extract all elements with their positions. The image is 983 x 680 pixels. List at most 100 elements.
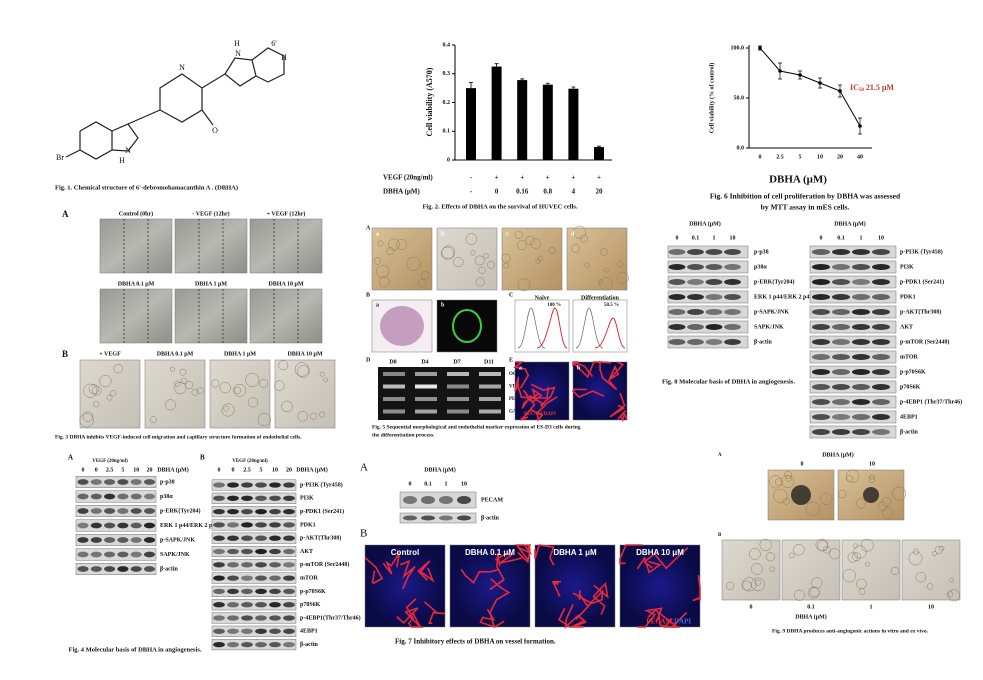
cell — [865, 561, 870, 567]
cell — [931, 551, 937, 557]
cell — [221, 403, 235, 417]
blot-strip — [211, 599, 297, 611]
gel-band — [383, 397, 405, 401]
cell — [584, 262, 590, 268]
vessel — [573, 361, 594, 378]
band — [724, 264, 741, 270]
histogram-sample — [594, 317, 626, 349]
band — [421, 515, 435, 521]
cell — [805, 501, 821, 516]
band — [143, 537, 156, 543]
atom-label: 6' — [271, 39, 277, 48]
band — [77, 566, 89, 572]
cell — [853, 543, 859, 549]
lane-label: 0.1 — [837, 235, 845, 241]
histogram-ctrl — [575, 307, 604, 349]
image-label: + VEGF (12hr) — [267, 210, 306, 217]
band — [213, 482, 225, 488]
cell — [465, 233, 478, 245]
vessel — [405, 598, 424, 628]
cell — [514, 230, 523, 239]
row-label: p-PI3K (Tyr458) — [900, 248, 943, 255]
cell — [501, 253, 511, 263]
panel-label: A — [718, 453, 722, 458]
vessel — [558, 607, 587, 628]
panel-label: A — [68, 454, 73, 462]
caption: Fig. 9 DBHA produces anti-angiogenic act… — [772, 628, 929, 634]
y-tick-label: 0 — [447, 157, 450, 163]
row-label: β-actin — [160, 566, 178, 572]
band — [130, 566, 142, 572]
band — [668, 264, 686, 270]
row-label: SAPK/JNK — [754, 324, 784, 330]
cell — [908, 551, 923, 566]
cell — [845, 469, 860, 483]
atom-label: N — [125, 146, 131, 155]
cell — [257, 413, 271, 427]
cell — [179, 368, 187, 376]
band — [227, 602, 239, 608]
cell — [751, 577, 765, 592]
gel-band — [479, 409, 501, 414]
cell — [604, 267, 609, 273]
row-label: β-actin — [900, 429, 918, 435]
vessel — [572, 360, 609, 379]
lane-label: 10 — [461, 481, 467, 487]
band — [283, 615, 295, 621]
band — [241, 588, 253, 595]
histogram-title: Naive — [535, 295, 550, 301]
annotation: IC50 21.5 μM — [850, 83, 894, 93]
vessel — [592, 581, 609, 615]
cell — [319, 371, 325, 377]
cell — [487, 260, 495, 269]
caption: Fig. 1. Chemical structure of 6'-debromo… — [55, 184, 238, 191]
gel-band — [447, 397, 469, 401]
band — [283, 628, 295, 634]
image-label: - VEGF (12hr) — [192, 210, 229, 217]
band — [77, 508, 89, 514]
annotation-rest: 21.5 μM — [864, 83, 895, 92]
band — [831, 384, 851, 390]
bar — [568, 88, 579, 160]
cell — [773, 488, 788, 504]
lane-label: 1 — [860, 235, 863, 241]
gel-band — [479, 372, 501, 376]
cell — [219, 381, 231, 394]
row-label: PI3K — [300, 496, 314, 502]
lane-label: 0 — [676, 235, 679, 241]
band — [871, 414, 891, 420]
cell — [470, 250, 476, 256]
sub-label: c — [506, 231, 509, 237]
vessel — [534, 544, 555, 566]
cell — [91, 385, 102, 396]
band — [457, 515, 471, 521]
lane-label: 0.1 — [692, 235, 700, 241]
band — [213, 628, 225, 634]
vessel — [515, 544, 533, 561]
cell — [247, 397, 258, 408]
cell — [259, 379, 269, 388]
gel-band — [415, 397, 437, 401]
band — [269, 615, 281, 621]
cell — [868, 474, 875, 480]
image-label: DBHA 0.1 μM — [465, 548, 515, 557]
band — [283, 482, 295, 488]
vessel — [643, 546, 689, 570]
band — [811, 354, 831, 360]
cell — [868, 476, 876, 483]
image — [174, 288, 248, 344]
row-label: p-p70S6K — [300, 589, 326, 595]
cell — [860, 538, 874, 552]
band — [255, 495, 267, 501]
gel-band — [479, 384, 501, 389]
cell — [751, 563, 763, 575]
histogram-title: Differentiation — [581, 295, 620, 301]
error-bar — [597, 145, 601, 148]
blot-strip — [211, 625, 297, 637]
band — [831, 399, 851, 405]
band — [871, 429, 891, 435]
dose-label: DBHA (μM) — [689, 220, 721, 227]
fluor-ring — [452, 309, 482, 343]
band — [269, 575, 281, 581]
row-label: p38α — [754, 264, 767, 270]
